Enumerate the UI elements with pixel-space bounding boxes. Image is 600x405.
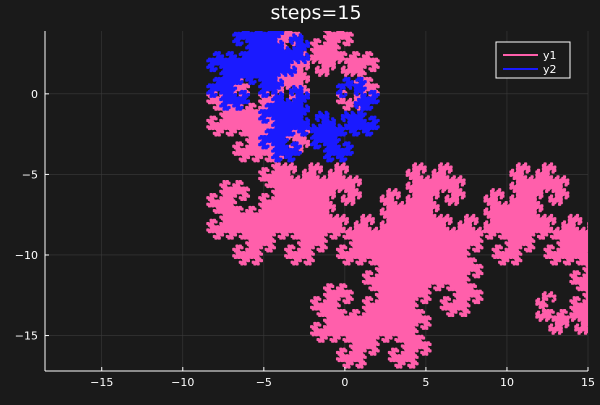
legend-label-y1: y1 <box>543 49 557 62</box>
x-tick-label-0: −15 <box>90 376 113 389</box>
x-tick-label-1: −10 <box>171 376 194 389</box>
x-tick-label-4: 5 <box>422 376 429 389</box>
series-layer <box>206 31 588 369</box>
y-tick-label-3: −15 <box>15 330 38 343</box>
x-tick-label-5: 10 <box>500 376 514 389</box>
y-tick-label-2: −10 <box>15 249 38 262</box>
tick-labels: −15 −10 −5 0 5 10 15 0 −5 −10 −15 <box>15 88 595 389</box>
series-y2-line <box>206 31 380 163</box>
axes <box>44 31 589 372</box>
x-tick-label-3: 0 <box>341 376 348 389</box>
x-tick-label-6: 15 <box>581 376 595 389</box>
y-tick-label-1: −5 <box>22 168 38 181</box>
legend-label-y2: y2 <box>543 63 557 76</box>
chart-title: steps=15 <box>270 2 361 24</box>
x-tick-label-2: −5 <box>256 376 272 389</box>
legend: y1 y2 <box>495 41 571 79</box>
legend-frame <box>495 41 571 79</box>
y-tick-label-0: 0 <box>31 88 38 101</box>
